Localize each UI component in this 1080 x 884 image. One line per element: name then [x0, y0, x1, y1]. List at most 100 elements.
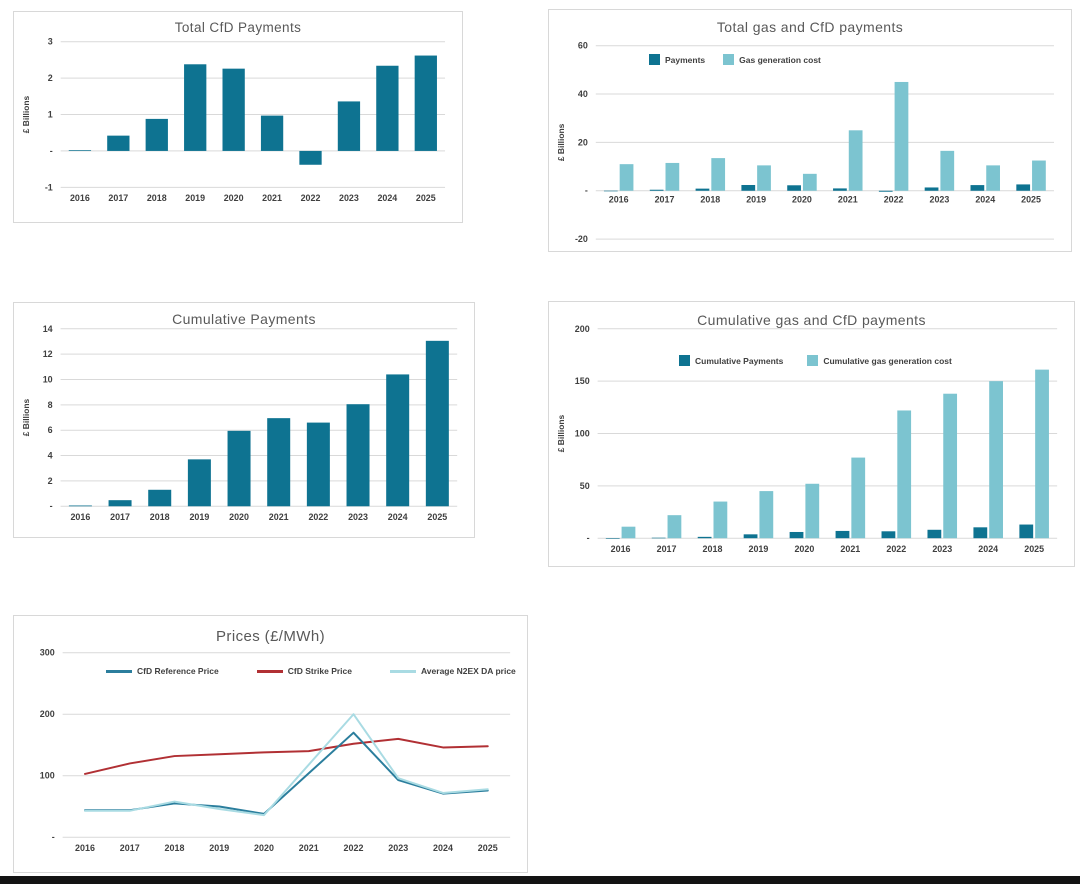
svg-text:2020: 2020	[794, 544, 814, 554]
svg-text:2018: 2018	[700, 195, 720, 205]
svg-text:200: 200	[40, 709, 55, 719]
svg-text:2019: 2019	[189, 512, 209, 522]
gas-generation-cost-swatch-icon	[723, 54, 735, 65]
svg-text:£ Billions: £ Billions	[21, 399, 31, 437]
svg-text:2022: 2022	[308, 512, 328, 522]
svg-text:2019: 2019	[185, 193, 205, 203]
svg-text:2018: 2018	[165, 843, 185, 853]
svg-text:100: 100	[575, 428, 590, 438]
svg-text:2: 2	[48, 73, 53, 83]
prices-chart: 300 200 100 - 2016 2017 2018 2019 2020 2021 2022 20…	[40, 648, 511, 853]
svg-text:2017: 2017	[657, 544, 677, 554]
svg-text:20: 20	[578, 137, 588, 147]
svg-text:2025: 2025	[1021, 195, 1041, 205]
svg-text:£ Billions: £ Billions	[556, 123, 566, 161]
svg-text:2024: 2024	[388, 512, 408, 522]
svg-text:2025: 2025	[427, 512, 447, 522]
svg-text:2020: 2020	[254, 843, 274, 853]
svg-text:2018: 2018	[703, 544, 723, 554]
average-n2ex-da-price-line-icon	[389, 669, 416, 673]
svg-text:2016: 2016	[611, 544, 631, 554]
svg-text:2023: 2023	[339, 193, 359, 203]
svg-text:2022: 2022	[884, 195, 904, 205]
svg-text:2021: 2021	[269, 512, 289, 522]
svg-text:2019: 2019	[749, 544, 769, 554]
legend-item-gas-generation-cost: Gas generation cost	[723, 54, 821, 65]
svg-text:2017: 2017	[110, 512, 130, 522]
panel-total-gas-cfd-payments: Total gas and CfD payments Payments Gas …	[548, 9, 1072, 252]
svg-text:12: 12	[43, 349, 53, 359]
legend-label-payments: Payments	[665, 54, 706, 65]
svg-text:2021: 2021	[299, 843, 319, 853]
legend-item-payments: Payments	[649, 54, 705, 65]
chart-title-cumulative-gas-cfd-payments: Cumulative gas and CfD payments	[697, 312, 926, 328]
chart-title-cumulative-payments: Cumulative Payments	[172, 311, 316, 327]
svg-text:2019: 2019	[746, 195, 766, 205]
svg-text:10: 10	[43, 374, 53, 384]
svg-text:2023: 2023	[348, 512, 368, 522]
svg-text:2017: 2017	[108, 193, 128, 203]
svg-text:-: -	[50, 146, 53, 156]
total-cfd-payments-chart: 3 2 1 - -1 £ Billions 2016 2017 2018 2019 2020 2021…	[21, 37, 446, 203]
svg-text:-1: -1	[45, 182, 53, 192]
svg-text:8: 8	[48, 400, 53, 410]
panel-prices: Prices (£/MWh) CfD Reference Price CfD S…	[13, 615, 528, 873]
svg-text:£ Billions: £ Billions	[21, 96, 31, 134]
legend-label-average-n2ex-da-price: Average N2EX DA price	[420, 666, 516, 676]
panel-total-cfd-payments: Total CfD Payments 3 2 1 - -1 £ Billions 2016 2…	[13, 11, 463, 223]
svg-text:-20: -20	[575, 234, 588, 244]
legend-label-gas-generation-cost: Gas generation cost	[739, 54, 821, 65]
chart-title-total-gas-cfd-payments: Total gas and CfD payments	[716, 19, 904, 35]
svg-text:2023: 2023	[932, 544, 952, 554]
legend-item-average-n2ex-da-price: Average N2EX DA price	[389, 666, 516, 676]
svg-text:2017: 2017	[655, 195, 675, 205]
cumulative-gas-cfd-payments-chart: 200 150 100 50 - £ Billions 2016 2017 2018 2019 20…	[556, 324, 1058, 554]
panel-cumulative-gas-cfd-payments: Cumulative gas and CfD payments Cumulati…	[548, 301, 1075, 567]
svg-text:-: -	[52, 832, 55, 842]
svg-text:2020: 2020	[229, 512, 249, 522]
svg-text:100: 100	[40, 771, 55, 781]
svg-text:2022: 2022	[301, 193, 321, 203]
svg-text:2020: 2020	[792, 195, 812, 205]
legend-label-cumulative-payments: Cumulative Payments	[695, 355, 784, 366]
svg-text:200: 200	[575, 324, 590, 334]
svg-text:£ Billions: £ Billions	[556, 414, 566, 452]
svg-text:2023: 2023	[930, 195, 950, 205]
chart-title-total-cfd-payments: Total CfD Payments	[174, 20, 302, 35]
svg-text:40: 40	[578, 89, 588, 99]
svg-text:2016: 2016	[70, 512, 90, 522]
svg-text:2025: 2025	[1024, 544, 1044, 554]
svg-text:14: 14	[43, 324, 53, 334]
svg-text:2022: 2022	[344, 843, 364, 853]
svg-text:2021: 2021	[262, 193, 282, 203]
legend-prices: CfD Reference Price CfD Strike Price Ave…	[106, 666, 516, 676]
svg-text:2016: 2016	[70, 193, 90, 203]
svg-text:2019: 2019	[209, 843, 229, 853]
svg-text:2022: 2022	[886, 544, 906, 554]
svg-text:2020: 2020	[224, 193, 244, 203]
svg-text:2024: 2024	[433, 843, 453, 853]
cumulative-payments-chart: 14 12 10 8 6 4 2 - £ Billions 2016 2017 2018 2019 202…	[21, 324, 458, 522]
legend-label-cfd-reference-price: CfD Reference Price	[137, 666, 219, 676]
svg-text:300: 300	[40, 648, 55, 658]
svg-text:6: 6	[48, 425, 53, 435]
legend-label-cumulative-gas-generation-cost: Cumulative gas generation cost	[823, 355, 952, 366]
cfd-strike-price-line-icon	[256, 669, 283, 673]
svg-text:2025: 2025	[416, 193, 436, 203]
legend-item-cumulative-payments: Cumulative Payments	[679, 355, 783, 366]
total-gas-cfd-payments-chart: 60 40 20 - -20 £ Billions 2016 2017 2018 2019 2020…	[556, 41, 1054, 244]
svg-text:3: 3	[48, 37, 53, 47]
panel-cumulative-payments: Cumulative Payments 14 12 10 8 6 4 2 - £ Billion…	[13, 302, 475, 538]
svg-text:2018: 2018	[147, 193, 167, 203]
payments-swatch-icon	[649, 54, 660, 65]
legend-cumulative-gas-cfd: Cumulative Payments Cumulative gas gener…	[679, 355, 952, 366]
svg-text:2025: 2025	[478, 843, 498, 853]
svg-text:150: 150	[575, 376, 590, 386]
chart-title-prices: Prices (£/MWh)	[216, 628, 325, 645]
cumulative-gas-generation-cost-swatch-icon	[807, 355, 819, 366]
svg-text:2024: 2024	[377, 193, 397, 203]
legend-item-cumulative-gas-generation-cost: Cumulative gas generation cost	[807, 355, 952, 366]
legend-item-cfd-reference-price: CfD Reference Price	[106, 666, 219, 676]
svg-text:2018: 2018	[150, 512, 170, 522]
svg-text:-: -	[50, 501, 53, 511]
